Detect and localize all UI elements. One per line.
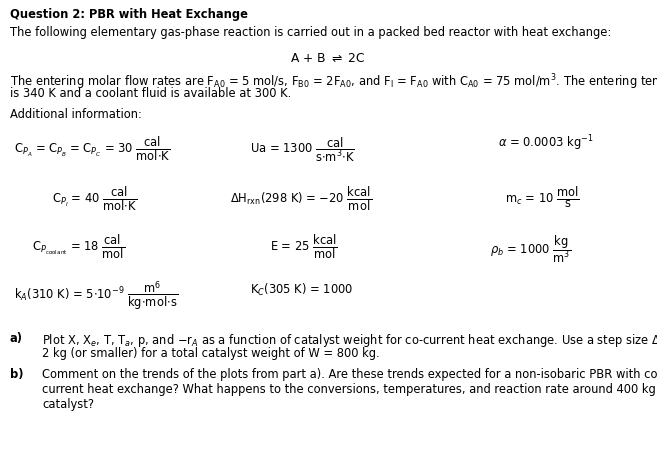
Text: catalyst?: catalyst? [42, 397, 94, 410]
Text: $\rho_b$ = 1000 $\dfrac{\mathrm{kg}}{\mathrm{m^3}}$: $\rho_b$ = 1000 $\dfrac{\mathrm{kg}}{\ma… [490, 233, 572, 264]
Text: m$_c$ = 10 $\dfrac{\mathrm{mol}}{\mathrm{s}}$: m$_c$ = 10 $\dfrac{\mathrm{mol}}{\mathrm… [505, 185, 579, 209]
Text: b): b) [10, 367, 24, 380]
Text: Question 2: PBR with Heat Exchange: Question 2: PBR with Heat Exchange [10, 8, 248, 21]
Text: The entering molar flow rates are F$_{\mathregular{A0}}$ = 5 mol/s, F$_{\mathreg: The entering molar flow rates are F$_{\m… [10, 72, 657, 91]
Text: C$_{P_I}$ = 40 $\dfrac{\mathrm{cal}}{\mathrm{mol{\cdot}K}}$: C$_{P_I}$ = 40 $\dfrac{\mathrm{cal}}{\ma… [52, 185, 137, 212]
Text: 2 kg (or smaller) for a total catalyst weight of W = 800 kg.: 2 kg (or smaller) for a total catalyst w… [42, 346, 380, 359]
Text: A + B $\rightleftharpoons$ 2C: A + B $\rightleftharpoons$ 2C [290, 52, 366, 65]
Text: $\Delta$H$_{\mathrm{rxn}}$(298 K) = $-$20 $\dfrac{\mathrm{kcal}}{\mathrm{mol}}$: $\Delta$H$_{\mathrm{rxn}}$(298 K) = $-$2… [230, 185, 372, 212]
Text: Comment on the trends of the plots from part a). Are these trends expected for a: Comment on the trends of the plots from … [42, 367, 657, 380]
Text: K$_C$(305 K) = 1000: K$_C$(305 K) = 1000 [250, 281, 353, 297]
Text: is 340 K and a coolant fluid is available at 300 K.: is 340 K and a coolant fluid is availabl… [10, 87, 291, 100]
Text: Ua = 1300 $\dfrac{\mathrm{cal}}{\mathrm{s{\cdot}m^3{\cdot}K}}$: Ua = 1300 $\dfrac{\mathrm{cal}}{\mathrm{… [250, 134, 355, 163]
Text: C$_{P_{\mathrm{coolant}}}$ = 18 $\dfrac{\mathrm{cal}}{\mathrm{mol}}$: C$_{P_{\mathrm{coolant}}}$ = 18 $\dfrac{… [32, 233, 125, 260]
Text: The following elementary gas-phase reaction is carried out in a packed bed react: The following elementary gas-phase react… [10, 26, 611, 39]
Text: k$_A$(310 K) = 5$\cdot$10$^{-9}$ $\dfrac{\mathrm{m^6}}{\mathrm{kg{\cdot}mol{\cdo: k$_A$(310 K) = 5$\cdot$10$^{-9}$ $\dfrac… [14, 280, 178, 313]
Text: Plot X, X$_e$, T, T$_a$, p, and $-$r$_A$ as a function of catalyst weight for co: Plot X, X$_e$, T, T$_a$, p, and $-$r$_A$… [42, 331, 657, 348]
Text: a): a) [10, 331, 23, 344]
Text: current heat exchange? What happens to the conversions, temperatures, and reacti: current heat exchange? What happens to t… [42, 382, 657, 395]
Text: $\alpha$ = 0.0003 kg$^{-1}$: $\alpha$ = 0.0003 kg$^{-1}$ [498, 133, 593, 152]
Text: E = 25 $\dfrac{\mathrm{kcal}}{\mathrm{mol}}$: E = 25 $\dfrac{\mathrm{kcal}}{\mathrm{mo… [270, 233, 338, 260]
Text: Additional information:: Additional information: [10, 108, 142, 121]
Text: C$_{P_A}$ = C$_{P_B}$ = C$_{P_C}$ = 30 $\dfrac{\mathrm{cal}}{\mathrm{mol{\cdot}K: C$_{P_A}$ = C$_{P_B}$ = C$_{P_C}$ = 30 $… [14, 134, 170, 162]
